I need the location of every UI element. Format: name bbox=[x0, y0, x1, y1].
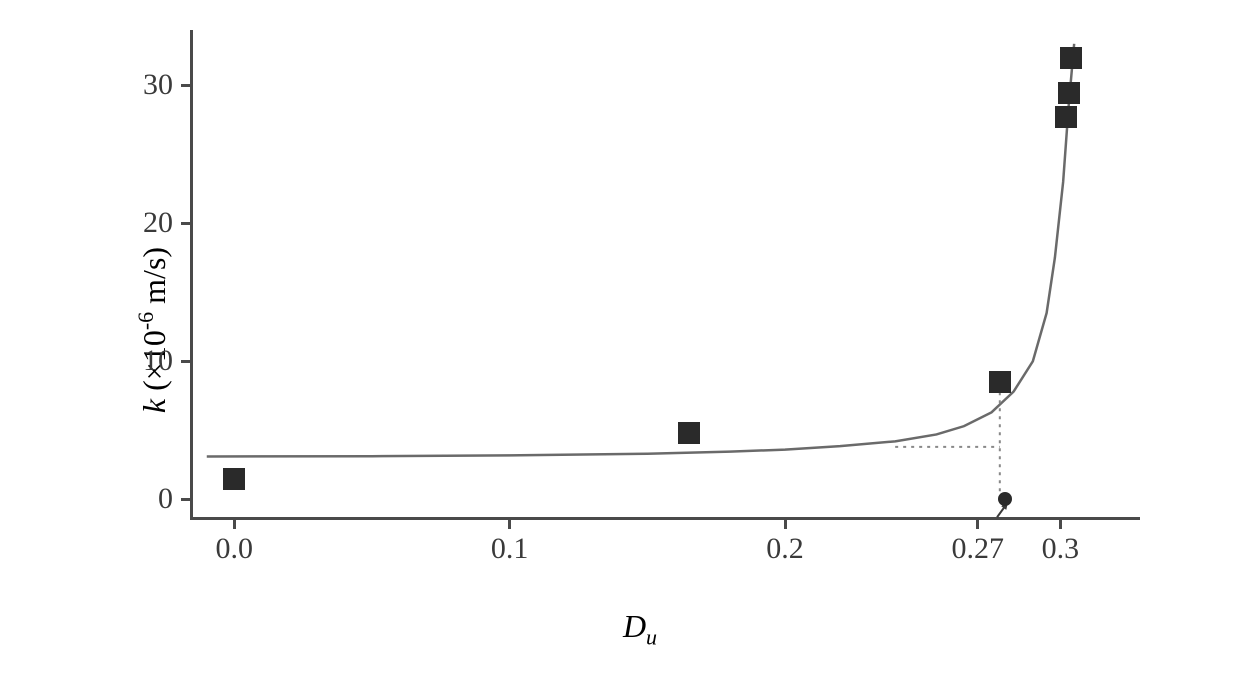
svg-layer bbox=[193, 30, 1140, 517]
x-tick bbox=[1059, 517, 1062, 529]
data-point-square bbox=[989, 371, 1011, 393]
y-tick-label: 0 bbox=[158, 482, 173, 516]
y-tick bbox=[181, 222, 193, 225]
x-tick-label: 0.2 bbox=[766, 532, 804, 566]
x-axis-title: Du bbox=[623, 608, 657, 650]
x-tick bbox=[508, 517, 511, 529]
y-tick-label: 20 bbox=[143, 206, 173, 240]
x-tick bbox=[976, 517, 979, 529]
x-tick-label: 0.3 bbox=[1042, 532, 1080, 566]
x-tick bbox=[233, 517, 236, 529]
y-tick bbox=[181, 498, 193, 501]
data-point-circle bbox=[998, 492, 1012, 506]
data-point-square bbox=[678, 422, 700, 444]
y-tick bbox=[181, 360, 193, 363]
x-tick bbox=[784, 517, 787, 529]
y-tick-label: 30 bbox=[143, 68, 173, 102]
data-point-square bbox=[223, 468, 245, 490]
plot-area: 01020300.00.10.20.270.3 bbox=[190, 30, 1140, 520]
fitted-curve bbox=[207, 44, 1074, 457]
y-tick bbox=[181, 84, 193, 87]
data-point-square bbox=[1055, 106, 1077, 128]
data-point-square bbox=[1060, 47, 1082, 69]
x-tick-label: 0.27 bbox=[952, 532, 1005, 566]
data-point-square bbox=[1058, 82, 1080, 104]
y-axis-title: k (×10-6 m/s) bbox=[133, 247, 173, 413]
x-tick-label: 0.0 bbox=[216, 532, 254, 566]
x-tick-label: 0.1 bbox=[491, 532, 529, 566]
y-tick-label: 10 bbox=[143, 344, 173, 378]
chart-container: k (×10-6 m/s) Du 01020300.00.10.20.270.3 bbox=[80, 20, 1200, 640]
